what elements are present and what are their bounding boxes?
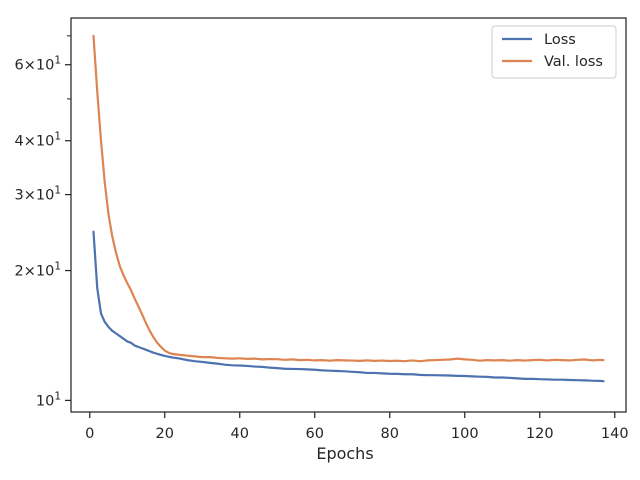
x-tick-label: 60 xyxy=(306,426,324,442)
y-tick-label: 6×101 xyxy=(14,55,61,74)
series-lines xyxy=(92,34,605,383)
x-tick-label: 0 xyxy=(85,426,94,442)
plot-frame xyxy=(70,17,627,413)
x-axis-label: Epochs xyxy=(316,444,373,463)
x-axis-ticks: 0 20 40 60 80 100 120 140 xyxy=(85,412,629,442)
y-tick-label: 2×101 xyxy=(14,261,61,280)
y-tick-label: 101 xyxy=(36,390,61,409)
y-axis-ticks: 101 2×101 3×101 4×101 6×101 xyxy=(14,35,71,409)
legend: Loss Val. loss xyxy=(491,25,617,79)
legend-label-val-loss: Val. loss xyxy=(544,54,603,70)
x-tick-label: 40 xyxy=(231,426,249,442)
x-tick-label: 20 xyxy=(156,426,174,442)
y-tick-label: 3×101 xyxy=(14,185,61,204)
series-line-loss xyxy=(92,230,605,383)
x-tick-label: 100 xyxy=(451,426,479,442)
legend-label-loss: Loss xyxy=(544,32,576,48)
x-tick-label: 140 xyxy=(601,426,629,442)
series-line-val-loss xyxy=(92,34,605,363)
x-tick-label: 80 xyxy=(381,426,399,442)
y-tick-label: 4×101 xyxy=(14,131,61,150)
x-tick-label: 120 xyxy=(526,426,554,442)
